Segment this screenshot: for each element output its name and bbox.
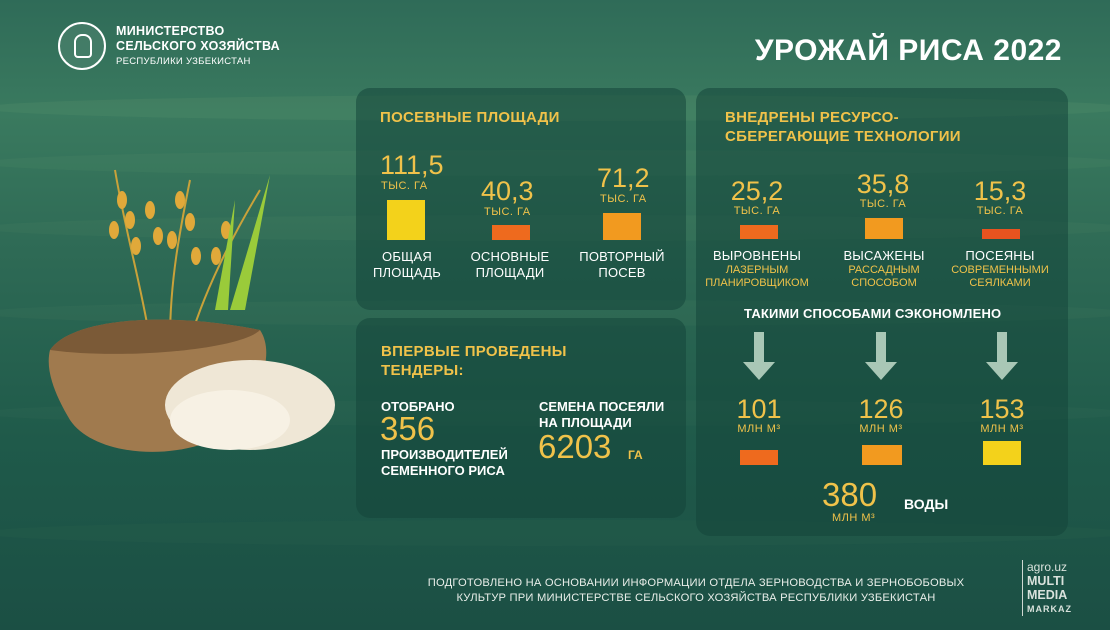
total-area-value: 111,5: [380, 150, 444, 180]
saved-water-3-unit: МЛН М³: [980, 423, 1024, 435]
saved-water-1-marker: [740, 450, 778, 465]
repeat-sowing-label-2: ПОСЕВ: [598, 265, 646, 280]
transplanted-marker: [865, 218, 903, 239]
leveled-label: ВЫРОВНЕНЫ: [712, 248, 802, 263]
total-area-unit: ТЫС. ГА: [381, 180, 428, 192]
brand-site: agro.uz: [1027, 560, 1068, 574]
repeat-sowing-marker: [603, 213, 641, 240]
seeds-label-line-2: НА ПЛОЩАДИ: [539, 415, 632, 430]
source-note-line-1: ПОДГОТОВЛЕНО НА ОСНОВАНИИ ИНФОРМАЦИИ ОТД…: [427, 577, 965, 589]
arrow-down-icon: [986, 332, 1018, 380]
brand-line-3: MEDIA: [1027, 588, 1068, 602]
main-area-value: 40,3: [481, 176, 534, 206]
seeds-value: 6203: [538, 428, 612, 465]
sown-areas-panel: [356, 88, 686, 310]
seeds-label: СЕМЕНА ПОСЕЯЛИ НА ПЛОЩАДИ: [539, 399, 664, 431]
page-title: УРОЖАЙ РИСА 2022: [754, 34, 1062, 67]
total-saved-unit: МЛН М³: [832, 512, 876, 524]
brand-line-2: MULTI: [1027, 574, 1065, 588]
ministry-line-2: СЕЛЬСКОГО ХОЗЯЙСТВА: [116, 38, 281, 53]
leveled-unit: ТЫС. ГА: [733, 205, 781, 217]
transplanted-label: ВЫСАЖЕНЫ: [843, 248, 925, 263]
technologies-title-line-2: СБЕРЕГАЮЩИЕ ТЕХНОЛОГИИ: [725, 128, 961, 145]
selected-description-line-1: ПРОИЗВОДИТЕЛЕЙ: [381, 447, 508, 462]
saved-water-2-marker: [862, 445, 902, 465]
total-area-marker: [387, 200, 425, 240]
transplanted-sub-1: РАССАДНЫМ: [848, 264, 920, 276]
seeds-label-line-1: СЕМЕНА ПОСЕЯЛИ: [539, 399, 665, 414]
leveled-marker: [740, 225, 778, 239]
ministry-header: МИНИСТЕРСТВО СЕЛЬСКОГО ХОЗЯЙСТВА РЕСПУБЛ…: [58, 22, 280, 70]
ministry-name: МИНИСТЕРСТВО СЕЛЬСКОГО ХОЗЯЙСТВА РЕСПУБЛ…: [116, 24, 280, 69]
source-note-line-2: КУЛЬТУР ПРИ МИНИСТЕРСТВЕ СЕЛЬСКОГО ХОЗЯЙ…: [456, 592, 936, 604]
transplanted-unit: ТЫС. ГА: [859, 198, 907, 210]
selected-description-line-2: СЕМЕННОГО РИСА: [381, 463, 505, 478]
tenders-title-line-2: ТЕНДЕРЫ:: [381, 362, 464, 379]
seeded-value: 15,3: [973, 176, 1027, 206]
seeded-sub-1: СОВРЕМЕННЫМИ: [951, 264, 1049, 276]
saved-water-1-unit: МЛН М³: [737, 423, 781, 435]
saved-water-2-unit: МЛН М³: [859, 423, 903, 435]
leveled-sub-2: ПЛАНИРОВЩИКОМ: [705, 277, 809, 289]
seeded-unit: ТЫС. ГА: [976, 205, 1024, 217]
tenders-panel: [356, 318, 686, 518]
leveled-sub-1: ЛАЗЕРНЫМ: [725, 264, 789, 276]
seeded-label: ПОСЕЯНЫ: [965, 248, 1035, 263]
technologies-title-line-1: ВНЕДРЕНЫ РЕСУРСО-: [725, 109, 899, 126]
ministry-line-1: МИНИСТЕРСТВО: [116, 23, 225, 38]
selected-value: 356: [380, 410, 436, 447]
saved-title: ТАКИМИ СПОСОБАМИ СЭКОНОМЛЕНО: [744, 306, 1002, 321]
tenders-title: ВПЕРВЫЕ ПРОВЕДЕНЫ ТЕНДЕРЫ:: [381, 342, 567, 380]
main-area-label-2: ПЛОЩАДИ: [475, 265, 545, 280]
saved-water-2-value: 126: [858, 394, 904, 424]
selected-label: ОТОБРАНО: [381, 399, 455, 414]
transplanted-value: 35,8: [856, 169, 910, 199]
saved-water-3-marker: [983, 441, 1021, 465]
seeded-sub-2: СЕЯЛКАМИ: [969, 277, 1031, 289]
brand-logo: agro.uz MULTI MEDIA MARKAZ: [1022, 560, 1072, 616]
repeat-sowing-label: ПОВТОРНЫЙ: [579, 249, 665, 264]
main-area-unit: ТЫС. ГА: [484, 206, 531, 218]
selected-description: ПРОИЗВОДИТЕЛЕЙ СЕМЕННОГО РИСА: [381, 447, 508, 479]
total-area-label: ОБЩАЯ: [382, 249, 432, 264]
main-area-label: ОСНОВНЫЕ: [470, 249, 550, 264]
brand-line-4: MARKAZ: [1027, 604, 1072, 614]
rice-sack-illustration: [48, 169, 335, 452]
tenders-title-line-1: ВПЕРВЫЕ ПРОВЕДЕНЫ: [381, 343, 567, 360]
repeat-sowing-unit: ТЫС. ГА: [600, 193, 647, 205]
main-area-marker: [492, 225, 530, 240]
leveled-value: 25,2: [730, 176, 784, 206]
sown-areas-title: ПОСЕВНЫЕ ПЛОЩАДИ: [380, 109, 560, 126]
technologies-title: ВНЕДРЕНЫ РЕСУРСО- СБЕРЕГАЮЩИЕ ТЕХНОЛОГИИ: [725, 108, 961, 146]
ministry-line-3: РЕСПУБЛИКИ УЗБЕКИСТАН: [116, 55, 251, 67]
repeat-sowing-value: 71,2: [597, 163, 650, 193]
seeds-unit: ГА: [628, 448, 643, 462]
saved-water-1-value: 101: [736, 394, 782, 424]
seeded-marker: [982, 229, 1020, 239]
emblem-icon: [58, 22, 106, 70]
transplanted-sub-2: СПОСОБОМ: [851, 277, 917, 289]
saved-water-3-value: 153: [979, 394, 1025, 424]
total-saved-value: 380: [822, 476, 878, 513]
arrow-down-icon: [743, 332, 775, 380]
source-note: ПОДГОТОВЛЕНО НА ОСНОВАНИИ ИНФОРМАЦИИ ОТД…: [380, 576, 1012, 606]
total-saved-label: ВОДЫ: [904, 496, 949, 512]
total-area-label-2: ПЛОЩАДЬ: [372, 265, 441, 280]
arrow-down-icon: [865, 332, 897, 380]
